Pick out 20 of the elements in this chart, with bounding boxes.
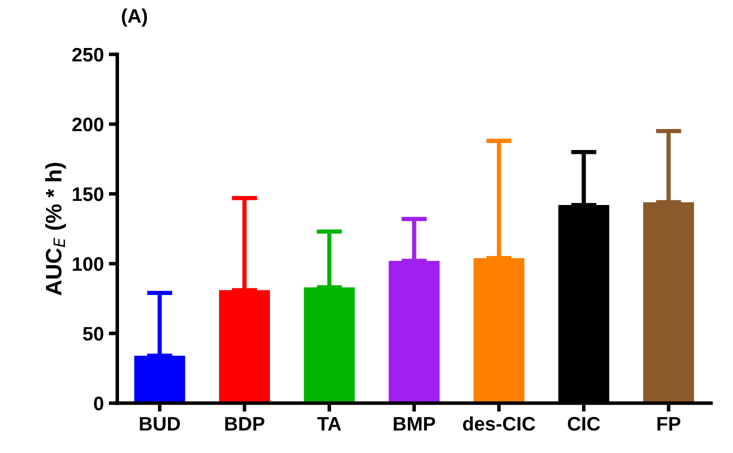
- bar: [388, 260, 440, 404]
- x-tick-label: des-CIC: [463, 416, 536, 431]
- bar: [643, 202, 694, 404]
- bar: [304, 287, 355, 404]
- x-tick-label: BUD: [140, 417, 180, 431]
- x-tick-label: FP: [657, 417, 680, 430]
- x-tick-label: TA: [317, 417, 342, 430]
- y-tick-label: 150: [72, 187, 104, 202]
- bar: [134, 356, 186, 404]
- x-tick-label: BMP: [394, 417, 436, 430]
- y-axis-title: AUC$_{E}$ (% * h): [45, 162, 66, 296]
- y-tick-label: 0: [94, 396, 104, 410]
- y-tick-label: 250: [72, 48, 104, 62]
- x-tick-label: CIC: [568, 416, 600, 431]
- bar: [219, 290, 270, 404]
- y-tick-label: 200: [72, 118, 104, 132]
- x-tick-label: BDP: [225, 417, 264, 430]
- y-tick-label: 100: [72, 257, 104, 271]
- y-tick-label: 50: [83, 326, 104, 341]
- chart-title: (A): [122, 8, 147, 27]
